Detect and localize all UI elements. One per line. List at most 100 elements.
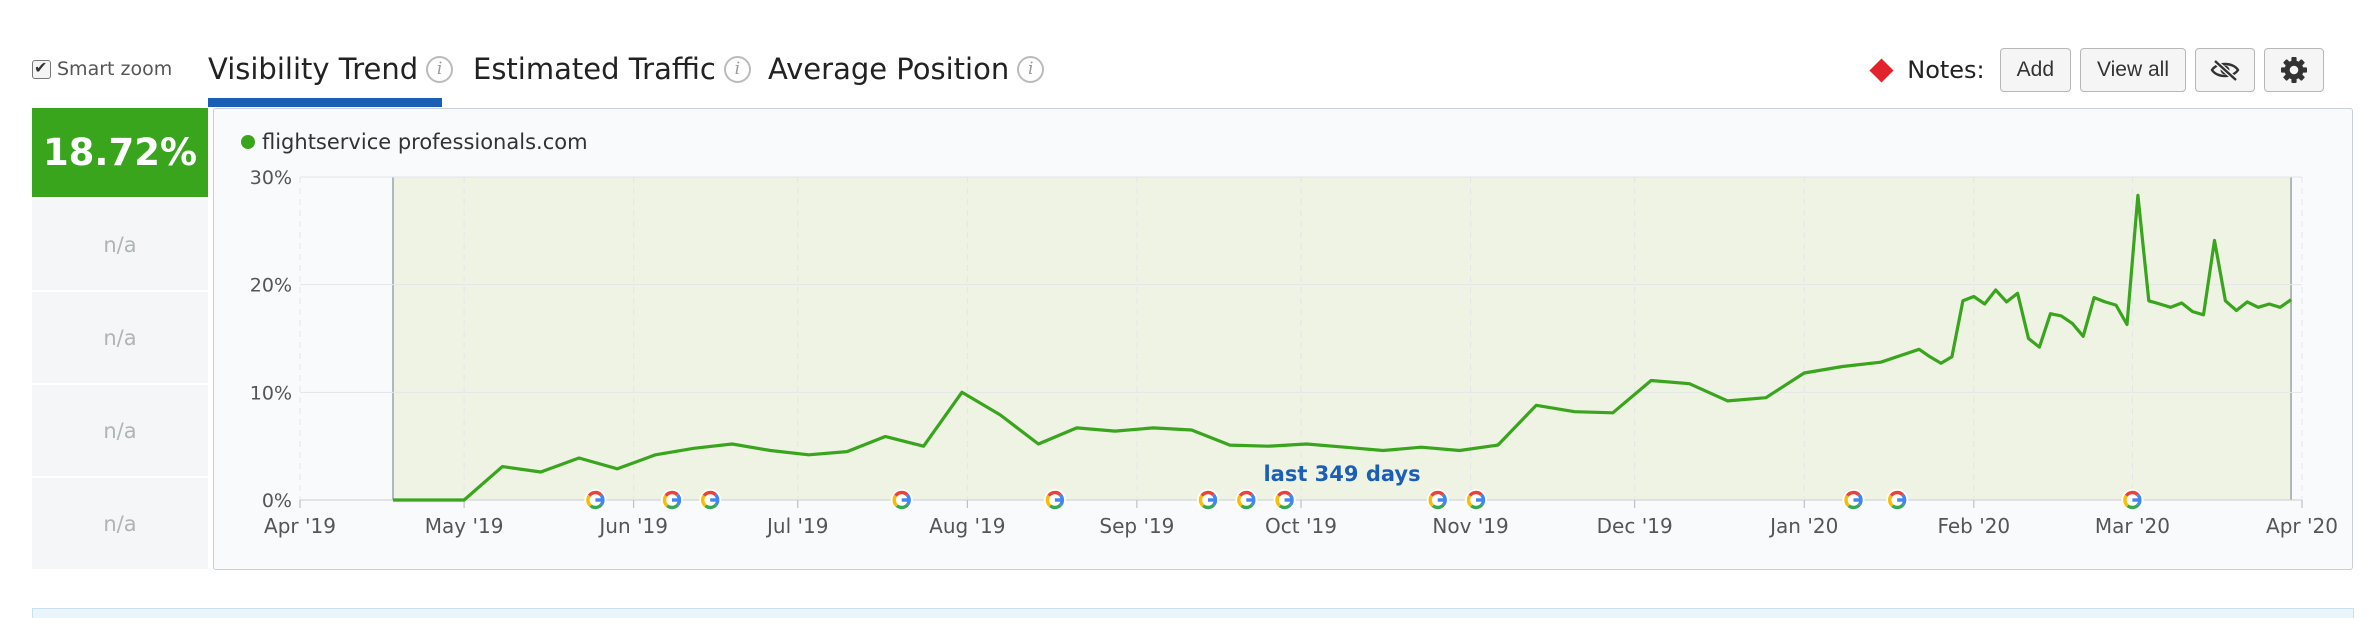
google-icon-arc bbox=[1428, 494, 1435, 508]
google-icon-arc bbox=[1240, 503, 1254, 510]
x-tick-label: May '19 bbox=[425, 514, 504, 538]
google-update-icon bbox=[661, 489, 683, 511]
score-row: n/a bbox=[32, 478, 208, 569]
google-icon-arc bbox=[1237, 494, 1243, 508]
x-tick-label: Sep '19 bbox=[1099, 514, 1174, 538]
google-icon-arc bbox=[704, 503, 718, 510]
google-update-icon bbox=[890, 489, 913, 511]
google-icon-arc bbox=[1889, 490, 1904, 497]
score-row: n/a bbox=[32, 199, 208, 290]
visibility-scores: 18.72% n/a n/a n/a n/a bbox=[32, 108, 208, 569]
google-icon-arc bbox=[662, 494, 669, 508]
google-icon-arc bbox=[701, 494, 707, 508]
google-icon-arc bbox=[1200, 490, 1215, 497]
google-icon-arc bbox=[1430, 490, 1445, 497]
y-tick-label: 10% bbox=[250, 382, 292, 404]
y-tick-label: 20% bbox=[250, 275, 292, 297]
google-icon-arc bbox=[1431, 503, 1445, 510]
google-update-icon bbox=[1426, 489, 1449, 511]
add-note-button[interactable]: Add bbox=[1999, 48, 2072, 92]
tab-visibility-trend-label: Visibility Trend bbox=[208, 52, 419, 86]
view-all-notes-button[interactable]: View all bbox=[2080, 48, 2186, 92]
google-icon-arc bbox=[586, 494, 592, 508]
tab-visibility-trend[interactable]: Visibility Trend i bbox=[208, 52, 454, 86]
gear-icon bbox=[2281, 57, 2307, 83]
x-tick-label: Apr '19 bbox=[264, 514, 336, 538]
chart-settings-button[interactable] bbox=[2264, 48, 2324, 92]
x-tick-label: Nov '19 bbox=[1432, 514, 1508, 538]
tab-average-position[interactable]: Average Position i bbox=[768, 52, 1045, 86]
info-icon[interactable]: i bbox=[426, 55, 454, 83]
range-annotation: last 349 days bbox=[1263, 462, 1420, 486]
x-tick-label: Jan '20 bbox=[1768, 514, 1838, 538]
google-update-icon bbox=[1886, 489, 1909, 511]
top-bar: Smart zoom Visibility Trend i Estimated … bbox=[0, 0, 2366, 108]
google-icon-arc bbox=[1845, 490, 1861, 497]
score-row: n/a bbox=[32, 385, 208, 476]
google-update-icon bbox=[584, 489, 607, 511]
google-icon-arc bbox=[702, 490, 717, 497]
eye-slash-icon bbox=[2210, 59, 2240, 81]
smart-zoom-toggle[interactable]: Smart zoom bbox=[32, 58, 172, 80]
smart-zoom-checkbox[interactable] bbox=[32, 58, 51, 79]
google-update-icon bbox=[1273, 489, 1296, 511]
y-tick-label: 30% bbox=[250, 167, 292, 189]
info-icon[interactable]: i bbox=[1017, 55, 1045, 83]
tab-average-position-label: Average Position bbox=[768, 52, 1010, 86]
tab-estimated-traffic-label: Estimated Traffic bbox=[473, 52, 716, 86]
info-icon[interactable]: i bbox=[723, 55, 751, 83]
google-icon-arc bbox=[1466, 494, 1473, 508]
google-icon-arc bbox=[1198, 494, 1205, 508]
google-icon-arc bbox=[1277, 490, 1292, 497]
series-line bbox=[393, 193, 2293, 502]
google-icon-arc bbox=[1202, 503, 1216, 510]
bottom-panel-edge bbox=[32, 608, 2354, 618]
google-icon-arc bbox=[1888, 494, 1894, 508]
x-tick-label: Feb '20 bbox=[1937, 514, 2010, 538]
smart-zoom-label: Smart zoom bbox=[57, 58, 173, 80]
x-tick-label: Jul '19 bbox=[765, 514, 828, 538]
google-update-icon bbox=[2121, 489, 2144, 511]
google-icon-arc bbox=[1045, 494, 1052, 508]
x-tick-label: Jun '19 bbox=[597, 514, 668, 538]
legend-series-label: flightservice professionals.com bbox=[262, 130, 588, 154]
google-icon-arc bbox=[1238, 490, 1253, 497]
google-icon-arc bbox=[587, 490, 602, 497]
google-update-icon bbox=[1043, 489, 1066, 511]
active-tab-indicator bbox=[208, 98, 442, 107]
google-icon-arc bbox=[1470, 503, 1484, 510]
google-icon-arc bbox=[1847, 503, 1861, 510]
y-tick-label: 0% bbox=[262, 490, 292, 512]
google-update-icon bbox=[1197, 489, 1219, 511]
x-tick-label: Oct '19 bbox=[1265, 514, 1337, 538]
google-icon-arc bbox=[1844, 494, 1850, 508]
legend-dot-icon bbox=[241, 135, 255, 149]
google-icon-arc bbox=[2126, 503, 2140, 510]
google-icon-arc bbox=[1047, 490, 1062, 497]
notes-toolbar: Notes: Add View all bbox=[1869, 48, 2324, 92]
google-update-icon bbox=[1235, 489, 1258, 511]
google-icon-arc bbox=[895, 503, 909, 510]
google-icon-arc bbox=[664, 490, 679, 497]
google-update-icon bbox=[699, 489, 722, 511]
tab-estimated-traffic[interactable]: Estimated Traffic i bbox=[473, 52, 751, 86]
google-icon-arc bbox=[1278, 503, 1292, 510]
google-icon-arc bbox=[589, 503, 603, 510]
x-tick-label: Dec '19 bbox=[1597, 514, 1673, 538]
notes-label: Notes: bbox=[1907, 56, 1985, 84]
google-icon-arc bbox=[892, 494, 899, 508]
score-row: n/a bbox=[32, 292, 208, 383]
google-icon-arc bbox=[1468, 490, 1483, 497]
google-icon-arc bbox=[2124, 490, 2139, 497]
google-icon-arc bbox=[1275, 494, 1282, 508]
google-icon-arc bbox=[894, 490, 909, 497]
google-update-icon bbox=[1465, 489, 1487, 511]
chart-legend[interactable]: flightservice professionals.com bbox=[241, 130, 588, 154]
hide-notes-button[interactable] bbox=[2195, 48, 2255, 92]
google-update-icon bbox=[1842, 489, 1865, 511]
google-icon-arc bbox=[666, 503, 680, 510]
google-icon-arc bbox=[1891, 503, 1905, 510]
visibility-score: 18.72% bbox=[32, 108, 208, 197]
google-icon-arc bbox=[2123, 494, 2129, 508]
